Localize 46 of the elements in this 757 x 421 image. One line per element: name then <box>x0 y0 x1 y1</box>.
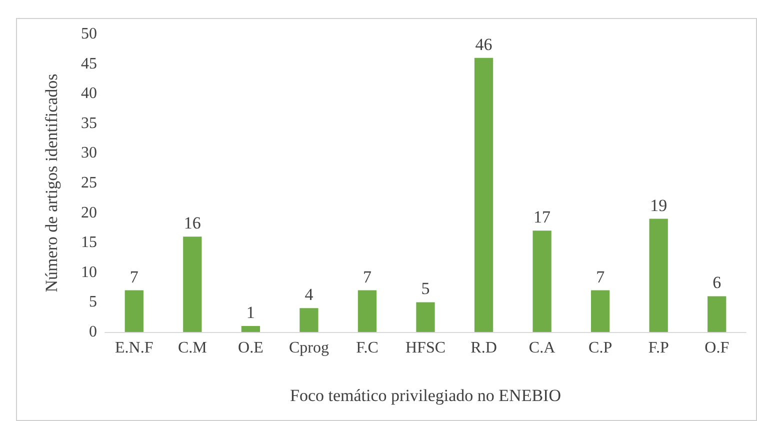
data-label: 1 <box>246 303 255 322</box>
x-tick-label: E.N.F <box>115 340 154 356</box>
y-tick-label: 15 <box>81 234 97 252</box>
data-label: 46 <box>475 34 492 54</box>
y-tick-label: 40 <box>81 85 97 102</box>
bar <box>474 58 494 332</box>
data-label: 19 <box>650 196 668 215</box>
x-axis-title: Foco temático privilegiado no ENEBIO <box>290 386 561 405</box>
bar <box>183 236 202 332</box>
y-tick-label: 50 <box>81 26 97 42</box>
y-tick-label: 10 <box>81 264 97 281</box>
x-tick-label: C.P <box>588 340 612 356</box>
y-tick-label: 45 <box>81 55 97 72</box>
y-axis-title: Número de artigos identificados <box>42 74 61 292</box>
x-tick-label: HFSC <box>405 340 446 356</box>
y-tick-label: 20 <box>81 204 97 222</box>
x-tick-label: F.C <box>356 340 378 356</box>
bar <box>300 308 318 332</box>
data-label: 7 <box>362 267 372 286</box>
data-label: 7 <box>596 267 606 286</box>
y-tick-label: 25 <box>81 174 97 192</box>
bar <box>590 290 610 332</box>
x-tick-label: Cprog <box>288 340 329 356</box>
x-tick-label: O.F <box>704 340 730 356</box>
x-tick-label: C.M <box>178 340 207 356</box>
bar <box>708 296 726 332</box>
bar <box>416 302 435 332</box>
x-tick-label: O.E <box>238 340 264 356</box>
bar <box>649 218 668 332</box>
data-label: 17 <box>534 208 552 227</box>
bar <box>241 326 260 332</box>
data-label: 7 <box>130 267 139 286</box>
bar <box>358 290 377 332</box>
data-label: 4 <box>304 285 314 304</box>
x-tick-label: R.D <box>470 340 497 356</box>
y-tick-label: 30 <box>81 144 97 162</box>
bar <box>124 290 144 332</box>
x-tick-label: F.P <box>648 340 669 356</box>
x-tick-label: C.A <box>528 340 556 356</box>
y-tick-label: 0 <box>89 324 97 340</box>
data-label: 16 <box>184 214 201 233</box>
data-label: 6 <box>712 273 722 292</box>
y-tick-label: 35 <box>81 114 97 132</box>
bar <box>532 230 552 332</box>
data-label: 5 <box>421 279 430 298</box>
y-tick-label: 5 <box>89 294 97 311</box>
